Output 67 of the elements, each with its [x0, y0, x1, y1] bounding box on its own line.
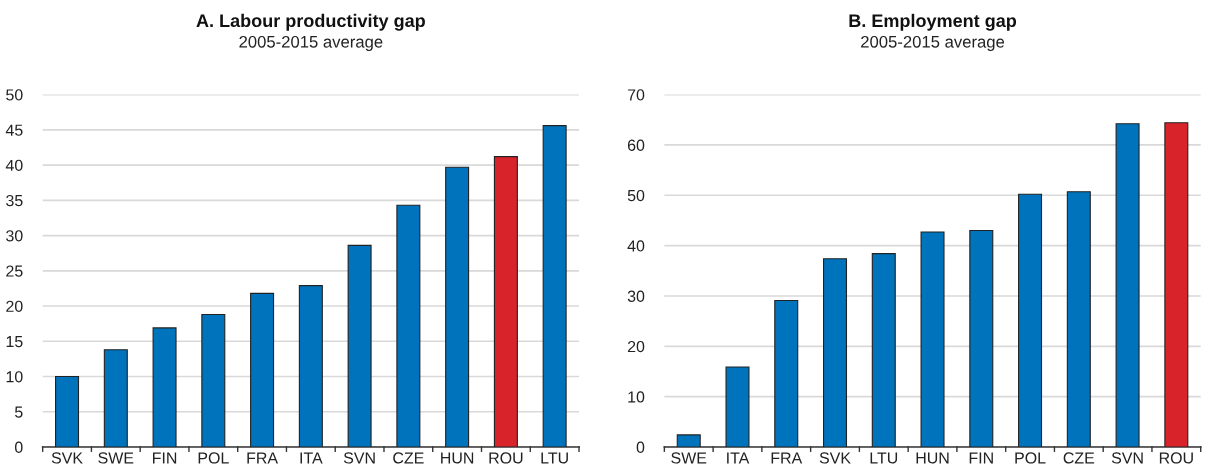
chart-subtitle: 2005-2015 average — [239, 35, 383, 52]
y-tick-label: 70 — [627, 89, 645, 101]
x-tick-label: HUN — [441, 452, 474, 464]
x-tick-label: ROU — [489, 452, 523, 464]
x-tick-label: LTU — [541, 452, 568, 464]
y-tick-label: 0 — [14, 441, 23, 453]
x-tick-label: SVN — [1111, 452, 1143, 464]
y-tick-label: 45 — [5, 124, 23, 136]
x-tick-label: SWE — [98, 452, 134, 464]
bar — [347, 244, 372, 447]
x-tick-label: SWE — [671, 452, 707, 464]
x-tick-label: CZE — [1063, 452, 1095, 464]
y-tick-label: 30 — [6, 230, 23, 242]
x-tick-label: ITA — [727, 452, 750, 464]
bar — [1018, 193, 1043, 447]
y-tick-label: 50 — [627, 189, 645, 202]
bar — [201, 313, 226, 447]
bar — [493, 156, 518, 447]
x-tick-label: FRA — [247, 452, 279, 464]
bar — [152, 327, 177, 447]
y-tick-label: 40 — [627, 240, 645, 252]
y-tick-label: 25 — [6, 265, 23, 277]
bar — [871, 253, 896, 447]
chart-title: B. Employment gap — [849, 13, 1017, 31]
x-tick-label: FRA — [771, 452, 803, 464]
bar — [542, 125, 567, 447]
x-tick-label: FIN — [153, 452, 177, 464]
bar — [103, 349, 128, 447]
y-tick-label: 30 — [627, 290, 645, 302]
x-tick-label: SVK — [51, 452, 83, 464]
bar — [1164, 122, 1189, 447]
x-tick-label: FIN — [969, 452, 993, 464]
bar — [920, 231, 945, 447]
bar — [250, 292, 275, 447]
x-tick-label: CZE — [393, 452, 424, 464]
x-tick-label: HUN — [916, 452, 949, 464]
y-tick-label: 15 — [6, 336, 23, 348]
y-tick-label: 20 — [6, 300, 23, 312]
y-tick-label: 0 — [636, 441, 645, 453]
x-tick-label: LTU — [870, 452, 898, 464]
chart-title: A. Labour productivity gap — [196, 13, 425, 31]
bar — [969, 229, 994, 447]
bar — [396, 204, 421, 447]
bar — [55, 375, 80, 447]
x-tick-label: POL — [198, 452, 229, 464]
bar — [445, 166, 470, 447]
y-tick-label: 10 — [6, 371, 23, 383]
bar — [676, 434, 701, 447]
x-tick-label: SVN — [343, 452, 375, 464]
x-tick-label: ROU — [1159, 452, 1193, 464]
y-tick-label: 20 — [627, 340, 645, 353]
x-tick-label: ITA — [300, 452, 323, 464]
x-tick-label: SVK — [819, 452, 851, 464]
bar — [823, 258, 848, 447]
bar — [298, 285, 323, 447]
y-tick-label: 5 — [14, 406, 23, 418]
x-tick-label: POL — [1015, 452, 1046, 464]
y-tick-label: 60 — [627, 139, 645, 151]
bar — [725, 366, 750, 447]
y-tick-label: 50 — [6, 89, 23, 101]
y-tick-label: 35 — [6, 194, 23, 207]
y-tick-label: 10 — [628, 391, 645, 403]
chart-subtitle: 2005-2015 average — [861, 35, 1005, 52]
bar — [1066, 191, 1091, 447]
bar — [1115, 123, 1140, 447]
y-tick-label: 40 — [5, 159, 23, 172]
bar — [774, 299, 799, 447]
